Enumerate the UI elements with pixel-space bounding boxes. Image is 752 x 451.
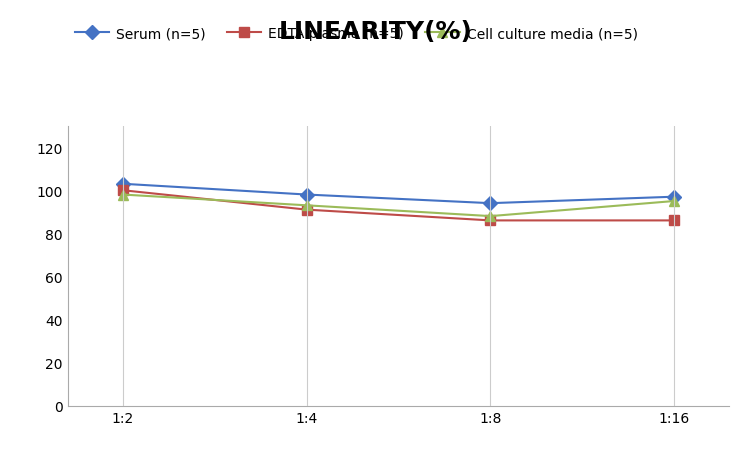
- Cell culture media (n=5): [118, 193, 127, 198]
- Legend: Serum (n=5), EDTA plasma (n=5), Cell culture media (n=5): Serum (n=5), EDTA plasma (n=5), Cell cul…: [74, 27, 638, 41]
- Cell culture media (n=5): [302, 203, 311, 208]
- EDTA plasma (n=5): [302, 207, 311, 213]
- EDTA plasma (n=5): [486, 218, 495, 224]
- EDTA plasma (n=5): [118, 188, 127, 193]
- Line: EDTA plasma (n=5): EDTA plasma (n=5): [118, 186, 679, 226]
- Serum (n=5): [486, 201, 495, 207]
- Text: LINEARITY(%): LINEARITY(%): [279, 19, 473, 44]
- Serum (n=5): [302, 193, 311, 198]
- Cell culture media (n=5): [486, 214, 495, 219]
- Line: Serum (n=5): Serum (n=5): [118, 179, 679, 208]
- Cell culture media (n=5): [670, 199, 679, 204]
- Serum (n=5): [670, 194, 679, 200]
- Serum (n=5): [118, 182, 127, 187]
- EDTA plasma (n=5): [670, 218, 679, 224]
- Line: Cell culture media (n=5): Cell culture media (n=5): [118, 190, 679, 221]
